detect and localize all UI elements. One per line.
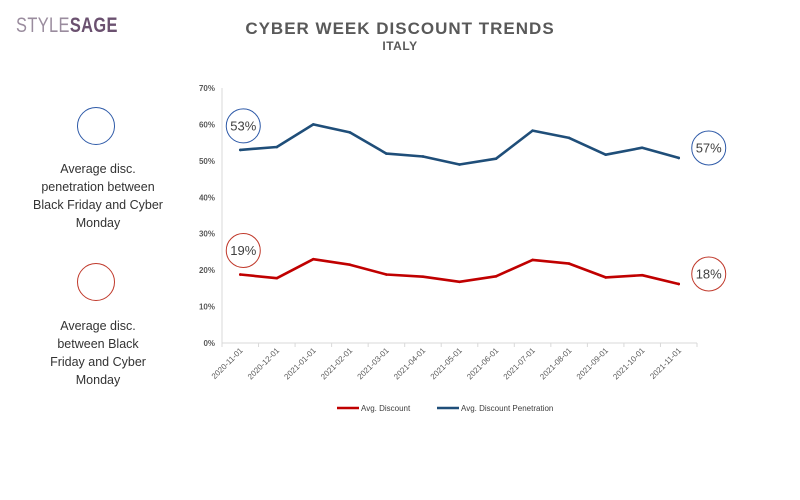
x-tick-label: 2021-09-01 xyxy=(575,346,611,382)
callout-label: 19% xyxy=(230,243,256,258)
chart-title: CYBER WEEK DISCOUNT TRENDS xyxy=(245,19,555,38)
avg-discount-point xyxy=(275,276,279,280)
avg-discount-point xyxy=(312,257,315,261)
avg-discount-point xyxy=(567,262,571,265)
x-tick-label: 2020-12-01 xyxy=(246,346,282,382)
y-tick-label: 10% xyxy=(199,303,215,312)
avg-discount-penetration-point xyxy=(275,145,279,149)
x-tick-label: 2021-06-01 xyxy=(465,346,501,382)
x-tick-label: 2021-02-01 xyxy=(319,346,355,382)
avg-discount-penetration-point xyxy=(421,155,425,158)
avg-discount-penetration-point xyxy=(604,153,607,156)
avg-discount-penetration-point xyxy=(531,129,534,132)
x-tick-label: 2021-01-01 xyxy=(282,346,318,382)
discount-note-circle xyxy=(77,263,115,301)
y-tick-label: 30% xyxy=(199,230,215,239)
avg-discount-penetration-line xyxy=(239,123,681,166)
callout-label: 57% xyxy=(696,140,722,155)
chart-subtitle: ITALY xyxy=(382,39,418,53)
y-tick-label: 60% xyxy=(199,120,215,129)
penetration-note-text: Average disc. penetration between Black … xyxy=(33,162,163,230)
avg-discount-point xyxy=(348,263,352,266)
legend-label-avg-discount-penetration: Avg. Discount Penetration xyxy=(461,404,553,413)
avg-discount-point xyxy=(677,282,681,286)
avg-discount-penetration-point xyxy=(312,123,315,126)
x-tick-label: 2021-03-01 xyxy=(356,346,392,382)
avg-discount-penetration-point xyxy=(640,146,644,150)
y-tick-label: 50% xyxy=(199,157,215,166)
callout-label: 18% xyxy=(696,266,722,281)
brand-logo-part1: STYLE xyxy=(16,14,70,37)
x-tick-label: 2021-10-01 xyxy=(611,346,647,382)
callout-circle xyxy=(225,108,261,144)
brand-logo: STYLESAGE xyxy=(16,14,118,38)
x-tick-label: 2021-05-01 xyxy=(429,346,465,382)
x-tick-label: 2021-07-01 xyxy=(502,346,538,382)
callout-label: 53% xyxy=(230,118,256,133)
y-tick-label: 0% xyxy=(203,339,215,348)
x-tick-label: 2021-08-01 xyxy=(538,346,574,382)
avg-discount-point xyxy=(458,280,461,284)
avg-discount-point xyxy=(604,276,607,279)
x-tick-label: 2021-04-01 xyxy=(392,346,428,382)
discount-note-text: Average disc. between Black Friday and C… xyxy=(50,319,146,387)
avg-discount-penetration-point xyxy=(348,131,352,134)
brand-logo-part2: SAGE xyxy=(69,14,118,37)
avg-discount-line xyxy=(239,257,681,286)
avg-discount-penetration-point xyxy=(458,163,461,166)
callout-circle xyxy=(691,130,727,166)
avg-discount-point xyxy=(531,258,534,262)
callout-circle xyxy=(691,256,727,292)
y-tick-label: 40% xyxy=(199,193,215,202)
legend-label-avg-discount: Avg. Discount xyxy=(361,404,411,413)
x-tick-label: 2021-11-01 xyxy=(648,346,683,381)
avg-discount-point xyxy=(421,275,425,279)
avg-discount-point xyxy=(640,273,644,277)
y-tick-label: 20% xyxy=(199,266,215,275)
x-tick-label: 2020-11-01 xyxy=(210,346,245,381)
y-tick-label: 70% xyxy=(199,84,215,93)
avg-discount-penetration-point xyxy=(677,156,681,160)
avg-discount-point xyxy=(494,275,498,278)
avg-discount-penetration-point xyxy=(385,152,388,155)
avg-discount-point xyxy=(385,273,388,276)
avg-discount-penetration-point xyxy=(494,157,498,160)
penetration-note-circle xyxy=(77,107,115,145)
avg-discount-penetration-point xyxy=(567,136,571,140)
callout-circle xyxy=(225,233,261,269)
avg-discount-point xyxy=(238,273,242,276)
avg-discount-penetration-point xyxy=(238,148,242,152)
